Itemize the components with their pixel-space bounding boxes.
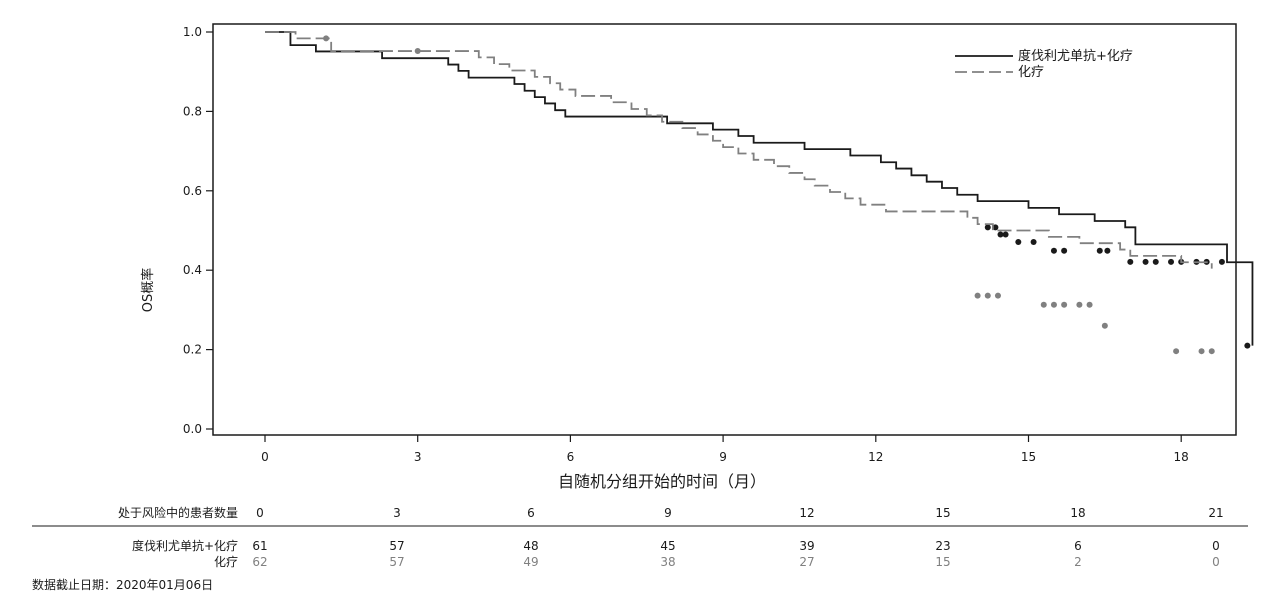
x-tick-label: 12 <box>868 450 883 464</box>
risk-header-time: 6 <box>527 506 535 520</box>
risk-count: 15 <box>935 555 950 569</box>
risk-header-time: 15 <box>935 506 950 520</box>
y-axis-label: OS概率 <box>140 268 156 313</box>
censor-mark <box>994 292 1001 299</box>
censor-mark <box>1076 301 1083 308</box>
legend: 度伐利尤单抗+化疗 化疗 <box>955 48 1133 80</box>
censor-mark <box>984 292 991 299</box>
series-layer <box>265 31 1254 355</box>
y-tick-label: 0.8 <box>183 104 202 118</box>
censor-mark <box>1142 258 1149 265</box>
censor-mark <box>1040 301 1047 308</box>
censor-mark <box>1101 322 1108 329</box>
censor-mark <box>974 292 981 299</box>
risk-count: 61 <box>252 539 267 553</box>
risk-header-times: 0 3 6 9 12 15 18 21 <box>256 506 1223 520</box>
y-tick-label: 0.0 <box>183 422 202 436</box>
x-tick-label: 3 <box>414 450 422 464</box>
censor-mark <box>1104 247 1111 254</box>
y-tick-label: 1.0 <box>183 25 202 39</box>
censor-mark <box>1050 301 1057 308</box>
x-tick-label: 6 <box>567 450 575 464</box>
x-tick-label: 15 <box>1021 450 1036 464</box>
censor-mark <box>1086 301 1093 308</box>
censor-mark <box>984 224 991 231</box>
risk-count: 57 <box>389 539 404 553</box>
risk-count: 48 <box>523 539 538 553</box>
x-axis-label: 自随机分组开始的时间（月） <box>558 472 766 491</box>
risk-count: 2 <box>1074 555 1082 569</box>
censor-mark <box>1015 239 1022 246</box>
censor-mark <box>1002 231 1009 238</box>
censor-mark <box>1061 301 1068 308</box>
censor-mark <box>414 48 421 55</box>
risk-table-header: 处于风险中的患者数量 <box>118 505 238 520</box>
risk-row-label-durvalumab: 度伐利尤单抗+化疗 <box>132 538 238 553</box>
risk-row-label-chemo: 化疗 <box>214 555 238 569</box>
censor-mark <box>1244 342 1251 349</box>
risk-count: 38 <box>660 555 675 569</box>
censor-mark <box>1168 258 1175 265</box>
censor-mark <box>1061 247 1068 254</box>
risk-count: 45 <box>660 539 675 553</box>
x-tick-label: 18 <box>1174 450 1189 464</box>
y-tick-label: 0.4 <box>183 263 202 277</box>
y-tick-label: 0.2 <box>183 343 202 357</box>
risk-header-time: 21 <box>1208 506 1223 520</box>
risk-count: 0 <box>1212 539 1220 553</box>
censor-mark <box>1218 258 1225 265</box>
risk-count: 39 <box>799 539 814 553</box>
censor-mark <box>997 231 1004 238</box>
risk-count: 49 <box>523 555 538 569</box>
censor-mark <box>1030 239 1037 246</box>
km-curve-durvalumab <box>265 31 1254 346</box>
x-tick-label: 0 <box>261 450 269 464</box>
risk-header-time: 3 <box>393 506 401 520</box>
censor-mark <box>1173 348 1180 355</box>
risk-count: 23 <box>935 539 950 553</box>
censor-mark <box>1208 348 1215 355</box>
risk-count: 0 <box>1212 555 1220 569</box>
risk-count: 6 <box>1074 539 1082 553</box>
risk-header-time: 0 <box>256 506 264 520</box>
censor-mark <box>323 35 330 42</box>
risk-header-time: 18 <box>1070 506 1085 520</box>
legend-label-chemo: 化疗 <box>1018 65 1044 80</box>
censor-mark <box>1198 348 1205 355</box>
censor-mark <box>992 224 999 231</box>
legend-label-durvalumab: 度伐利尤单抗+化疗 <box>1018 48 1133 64</box>
plot-frame <box>212 23 1237 436</box>
censor-mark <box>1096 247 1103 254</box>
censor-mark <box>1050 247 1057 254</box>
risk-count: 62 <box>252 555 267 569</box>
risk-header-time: 9 <box>664 506 672 520</box>
y-tick-label: 0.6 <box>183 184 202 198</box>
footnote: 数据截止日期：2020年01月06日 <box>32 577 213 592</box>
risk-count: 27 <box>799 555 814 569</box>
risk-header-time: 12 <box>799 506 814 520</box>
x-tick-label: 9 <box>719 450 727 464</box>
y-ticks: 0.0 0.2 0.4 0.6 0.8 1.0 <box>183 25 213 436</box>
risk-counts: 61 57 48 45 39 23 6 0 62 57 49 38 27 15 2 0 <box>252 539 1219 569</box>
censor-mark <box>1152 258 1159 265</box>
km-curve-chemo <box>265 31 1213 269</box>
censor-mark <box>1127 258 1134 265</box>
risk-count: 57 <box>389 555 404 569</box>
